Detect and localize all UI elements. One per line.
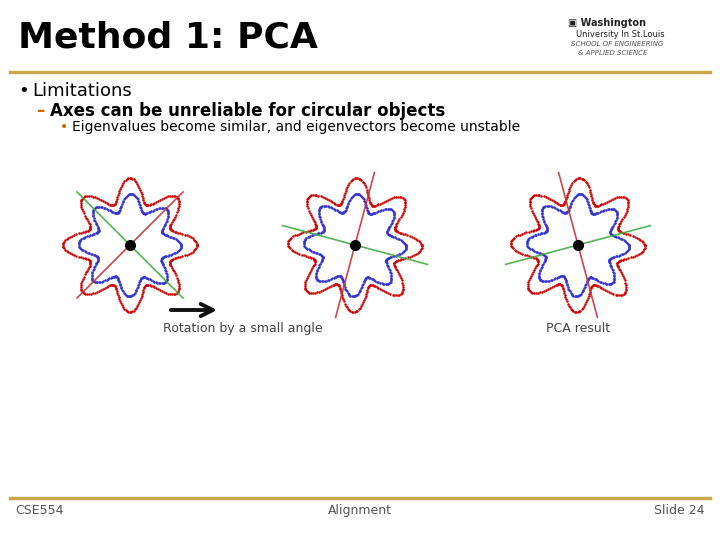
Text: SCHOOL OF ENGINEERING: SCHOOL OF ENGINEERING [571, 41, 663, 47]
Text: •: • [18, 82, 29, 100]
Text: Axes can be unreliable for circular objects: Axes can be unreliable for circular obje… [50, 102, 445, 120]
Text: PCA result: PCA result [546, 322, 610, 335]
Text: ▣ Washington: ▣ Washington [568, 18, 646, 28]
Text: CSE554: CSE554 [15, 504, 63, 517]
Text: University In St.Louis: University In St.Louis [576, 30, 665, 39]
Text: Limitations: Limitations [32, 82, 132, 100]
Text: & APPLIED SCIENCE: & APPLIED SCIENCE [578, 50, 647, 56]
Text: Eigenvalues become similar, and eigenvectors become unstable: Eigenvalues become similar, and eigenvec… [72, 120, 520, 134]
Text: Alignment: Alignment [328, 504, 392, 517]
Text: •: • [60, 120, 68, 134]
Text: Slide 24: Slide 24 [654, 504, 705, 517]
Text: –: – [36, 102, 44, 120]
Text: Method 1: PCA: Method 1: PCA [18, 20, 318, 54]
Text: Rotation by a small angle: Rotation by a small angle [163, 322, 323, 335]
